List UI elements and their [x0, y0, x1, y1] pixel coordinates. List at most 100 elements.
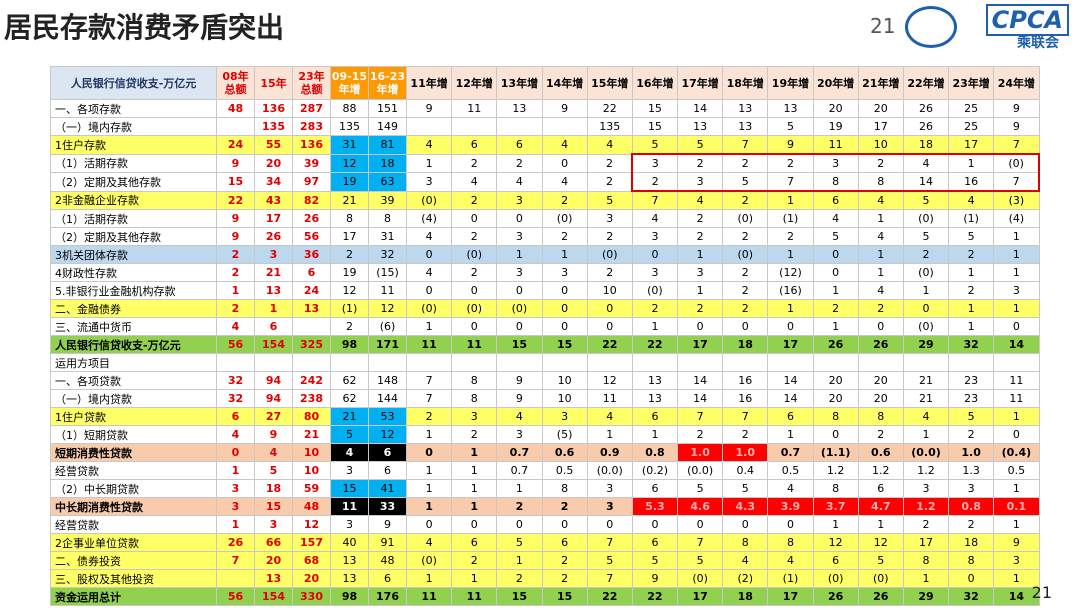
cell: (0) — [496, 299, 543, 318]
cell: 2 — [541, 569, 588, 588]
cell: 1 — [451, 443, 498, 462]
column-header: 23年增 — [948, 66, 995, 100]
cell: 2 — [586, 263, 633, 282]
cell: 25 — [948, 99, 995, 118]
cell: 68 — [292, 551, 331, 570]
cell: 0.5 — [541, 461, 588, 480]
cell — [722, 353, 769, 372]
cell: 1 — [993, 479, 1040, 498]
cell: 1 — [451, 479, 498, 498]
cell: 2 — [948, 281, 995, 300]
cell: 1 — [767, 299, 814, 318]
cell: 3 — [541, 407, 588, 426]
cell: 8 — [902, 551, 950, 570]
cell: 98 — [330, 587, 369, 606]
cell: 4 — [541, 135, 588, 155]
cell: 5 — [948, 227, 995, 246]
column-header: 17年增 — [677, 66, 724, 100]
cell: (1.1) — [812, 443, 859, 462]
row-label: 2企事业单位贷款 — [50, 533, 217, 552]
cell: (0) — [586, 245, 633, 264]
cell: 0.7 — [767, 443, 814, 462]
cell: (0) — [812, 569, 859, 588]
cell: 4 — [857, 190, 904, 210]
cell: 13 — [496, 99, 543, 118]
cell: 4.6 — [677, 497, 724, 516]
cell: 6 — [368, 569, 407, 588]
cell: 13 — [631, 371, 679, 390]
cell: (0) — [902, 317, 950, 336]
cell: 135 — [330, 117, 369, 136]
cell: 20 — [857, 99, 904, 118]
table-row: （一）境内贷款 32 94 238 62 144 7 8 9 10 11 13 14 16 14 20 20 21… — [50, 389, 1040, 408]
cell: 3 — [677, 172, 724, 192]
cell: 15 — [631, 117, 679, 136]
cell — [541, 353, 588, 372]
cell: 0 — [722, 317, 769, 336]
cell: 26 — [812, 587, 859, 606]
cell: 4 — [451, 172, 498, 192]
cell: 2 — [451, 227, 498, 246]
cell: 3 — [330, 515, 369, 534]
column-header: 19年增 — [767, 66, 814, 100]
cell: 0 — [496, 317, 543, 336]
table-row: 资金运用总计 56 154 330 98 176 11 11 15 15 22 22 17 18 17 26 2… — [50, 587, 1040, 606]
cell: (0) — [902, 209, 950, 228]
cell: (0) — [857, 569, 904, 588]
cell: 0.9 — [586, 443, 633, 462]
cell: 0 — [631, 245, 679, 264]
row-label: （一）境内存款 — [50, 117, 217, 136]
cell: 1 — [948, 299, 995, 318]
cell: 4 — [722, 551, 769, 570]
table-row: 经营贷款 1 5 10 3 6 1 1 0.7 0.5 (0.0) (0.2) (0.0) 0.4 0.5 1… — [50, 461, 1040, 480]
cell: 7 — [993, 135, 1040, 155]
cell: 8 — [451, 389, 498, 408]
cell: 0 — [857, 317, 904, 336]
cell: 1 — [993, 227, 1040, 246]
cell: 56 — [216, 335, 255, 354]
cell: 3 — [496, 263, 543, 282]
row-label: （1）短期贷款 — [50, 425, 217, 444]
cell: 9 — [405, 99, 453, 118]
column-header: 08年总额 — [216, 66, 255, 100]
cell: (1) — [948, 209, 995, 228]
table-row: 三、流通中货币 4 6 2 (6) 1 0 0 0 0 1 0 0 0 1 0 (0) 1 0 — [50, 317, 1040, 336]
cell: 0 — [812, 245, 859, 264]
cell: 2 — [948, 425, 995, 444]
cell: 0 — [405, 245, 453, 264]
cell: 0 — [677, 515, 724, 534]
cell: 2 — [722, 425, 769, 444]
cell: 7 — [993, 172, 1041, 192]
cell: 0.1 — [993, 497, 1040, 516]
cell: 14 — [677, 371, 724, 390]
cell: 6 — [812, 551, 859, 570]
cell: (3) — [993, 190, 1040, 210]
cell: 242 — [292, 371, 331, 390]
cell: 1 — [496, 479, 543, 498]
cell: (16) — [767, 281, 814, 300]
cell: 26 — [902, 117, 950, 136]
cell: 26 — [902, 99, 950, 118]
cell: 8 — [368, 209, 407, 228]
column-header: 22年增 — [902, 66, 950, 100]
logo: CPCA 乘联会 — [905, 4, 1073, 51]
cell: 17 — [254, 209, 293, 228]
cell: 3 — [254, 515, 293, 534]
table-row: 三、股权及其他投资 13 20 13 6 1 1 2 2 7 9 (0) (2) (1) (0) (0) 1 0 1 — [50, 569, 1040, 588]
cell: 17 — [948, 135, 995, 155]
cell: 14 — [767, 389, 814, 408]
row-label: 经营贷款 — [50, 461, 217, 480]
cell: (0) — [405, 190, 453, 210]
cell: 3 — [993, 551, 1040, 570]
table-row: （1）活期存款 9 17 26 8 8 (4) 0 0 (0) 3 4 2 (0) (1) 4 1 (0) (1)(… — [50, 209, 1040, 228]
cell: 0 — [586, 317, 633, 336]
cell: (15) — [368, 263, 407, 282]
cell: 4.7 — [857, 497, 904, 516]
cell: 1 — [216, 281, 255, 300]
column-header: 18年增 — [722, 66, 769, 100]
cell — [812, 353, 859, 372]
logo-text: CPCA — [985, 4, 1069, 36]
cell — [857, 353, 904, 372]
cell: 2 — [405, 407, 453, 426]
row-label: 人民银行信贷收支-万亿元 — [50, 335, 217, 354]
